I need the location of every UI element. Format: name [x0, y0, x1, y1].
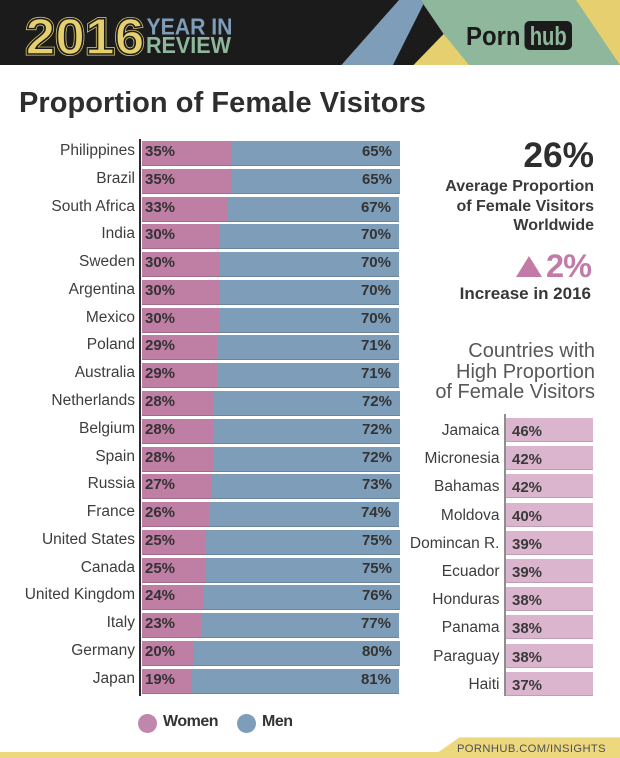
svg-text:2016: 2016 [26, 8, 145, 65]
svg-text:REVIEW: REVIEW [146, 32, 231, 58]
svg-text:hub: hub [530, 23, 567, 51]
svg-text:YEAR IN: YEAR IN [147, 14, 233, 40]
svg-text:2016: 2016 [26, 8, 145, 65]
svg-text:Porn: Porn [466, 23, 521, 51]
svg-text:PORNHUB.COM/INSIGHTS: PORNHUB.COM/INSIGHTS [457, 743, 606, 755]
